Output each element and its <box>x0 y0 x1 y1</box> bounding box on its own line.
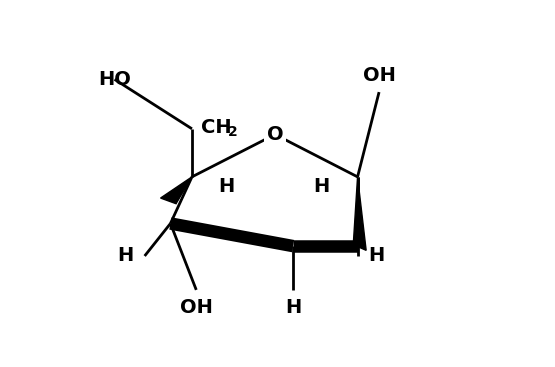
Polygon shape <box>353 177 366 250</box>
Text: H: H <box>369 247 385 265</box>
Text: H: H <box>218 177 235 196</box>
Text: H: H <box>118 247 134 265</box>
Text: HO: HO <box>98 70 131 89</box>
Text: OH: OH <box>180 298 213 317</box>
Text: OH: OH <box>362 66 396 85</box>
Text: H: H <box>313 177 329 196</box>
Polygon shape <box>160 177 192 204</box>
Text: O: O <box>266 125 283 144</box>
Text: CH: CH <box>201 118 232 137</box>
Text: 2: 2 <box>228 125 238 139</box>
Text: H: H <box>285 298 301 317</box>
